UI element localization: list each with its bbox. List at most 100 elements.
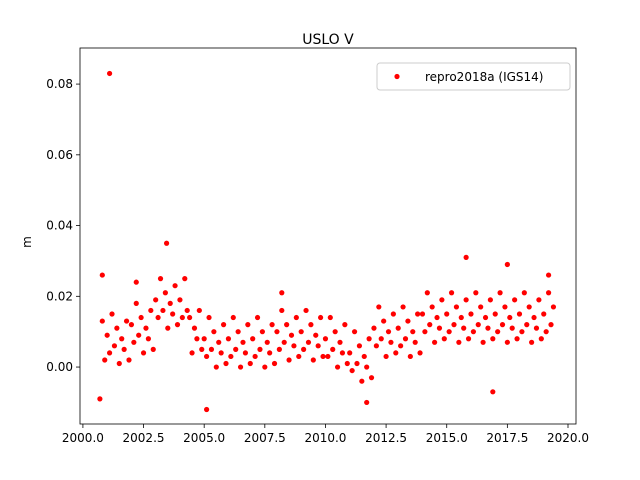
- data-point: [104, 332, 110, 338]
- legend-box: [376, 62, 571, 91]
- data-point: [516, 311, 523, 317]
- data-point: [281, 339, 287, 345]
- data-point: [453, 304, 460, 310]
- data-point: [419, 311, 426, 317]
- data-point: [106, 350, 113, 356]
- data-point: [264, 339, 270, 345]
- data-point: [473, 290, 479, 296]
- data-point: [233, 346, 239, 352]
- data-point: [216, 339, 222, 345]
- data-point: [359, 378, 365, 384]
- data-point: [349, 367, 355, 374]
- data-point: [463, 297, 469, 303]
- data-point: [131, 339, 137, 345]
- data-point: [550, 304, 557, 310]
- data-point: [199, 346, 205, 352]
- data-point: [301, 346, 307, 352]
- data-point: [514, 336, 520, 342]
- data-point: [434, 314, 440, 321]
- data-point: [327, 314, 333, 321]
- y-axis-label: m: [20, 236, 34, 248]
- data-point: [356, 343, 363, 349]
- data-point: [279, 307, 285, 314]
- data-point: [364, 364, 370, 370]
- data-point: [99, 318, 105, 324]
- data-point: [342, 322, 348, 328]
- data-point: [274, 329, 280, 335]
- data-point: [252, 353, 258, 360]
- data-point: [128, 322, 135, 328]
- x-tick-label: 2005.0: [183, 431, 225, 445]
- x-tick-label: 2020.0: [547, 431, 589, 445]
- data-point: [170, 311, 176, 317]
- data-point: [468, 311, 474, 317]
- data-point: [298, 329, 304, 335]
- data-point: [495, 329, 501, 335]
- data-point: [303, 307, 309, 314]
- data-point: [235, 329, 241, 335]
- data-point: [410, 329, 416, 335]
- data-point: [526, 304, 532, 310]
- data-point: [286, 357, 292, 363]
- data-point: [504, 261, 510, 268]
- data-point: [291, 343, 297, 349]
- data-point: [407, 353, 413, 360]
- data-point: [524, 322, 530, 328]
- data-point: [322, 336, 329, 342]
- data-point: [288, 332, 295, 338]
- data-point: [444, 311, 450, 317]
- data-point: [361, 353, 367, 360]
- data-point: [492, 311, 498, 317]
- data-point: [320, 353, 326, 360]
- data-point: [337, 339, 343, 345]
- x-tick-label: 2017.5: [486, 431, 528, 445]
- data-point: [133, 279, 139, 285]
- data-point: [276, 346, 282, 352]
- data-point: [230, 314, 236, 321]
- data-point: [223, 360, 229, 367]
- data-point: [111, 343, 118, 349]
- data-point: [284, 322, 290, 328]
- data-point: [245, 322, 251, 328]
- data-point: [415, 311, 421, 317]
- data-point: [325, 353, 331, 360]
- data-point: [162, 290, 168, 296]
- data-point: [140, 350, 147, 356]
- data-point: [412, 339, 418, 345]
- data-point: [390, 311, 396, 317]
- x-tick-label: 2012.5: [365, 431, 407, 445]
- data-point: [393, 350, 399, 356]
- data-point: [163, 240, 170, 246]
- data-point: [482, 314, 489, 321]
- data-point: [499, 322, 506, 328]
- data-point: [541, 311, 547, 317]
- data-point: [417, 350, 423, 356]
- data-point: [373, 343, 379, 349]
- data-point: [196, 307, 202, 314]
- data-point: [436, 325, 443, 331]
- data-point: [259, 329, 265, 335]
- data-point: [446, 329, 452, 335]
- data-point: [206, 314, 212, 321]
- y-tick-label: 0.06: [46, 148, 73, 162]
- data-point: [351, 329, 358, 335]
- data-point: [182, 276, 188, 282]
- data-point: [509, 325, 515, 331]
- data-point: [470, 329, 477, 335]
- data-point: [172, 283, 178, 289]
- data-point: [332, 329, 338, 335]
- data-point: [208, 346, 215, 352]
- data-point: [512, 297, 518, 303]
- data-point: [138, 314, 144, 321]
- data-point: [366, 336, 372, 342]
- y-tick-label: 0.02: [46, 289, 73, 303]
- data-point: [463, 254, 469, 260]
- data-point: [184, 307, 190, 314]
- data-point: [458, 314, 464, 321]
- data-point: [497, 290, 503, 296]
- data-point: [211, 329, 217, 335]
- data-point: [398, 343, 404, 349]
- data-point: [296, 353, 302, 360]
- data-point: [405, 318, 411, 324]
- data-point: [225, 336, 232, 342]
